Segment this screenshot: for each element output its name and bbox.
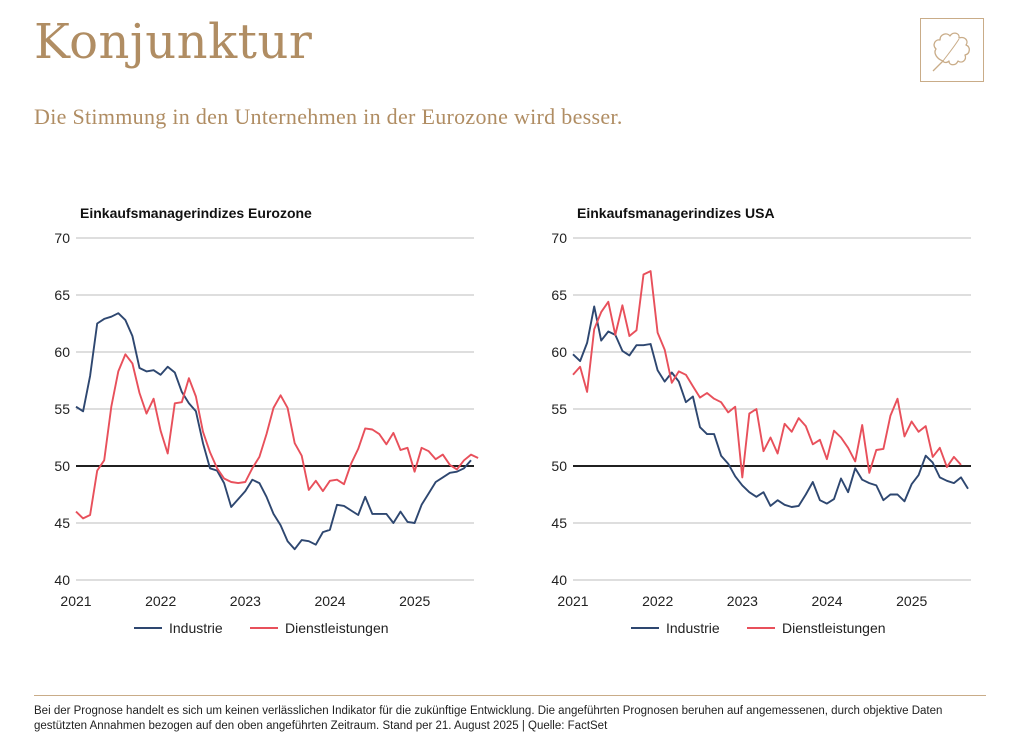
series-line-dienstleistungen: [572, 270, 962, 479]
x-tick-label: 2024: [314, 593, 345, 609]
x-tick-label: 2021: [557, 593, 588, 609]
legend-label: Dienstleistungen: [285, 620, 389, 636]
y-tick-label: 60: [551, 344, 567, 360]
legend-label: Industrie: [666, 620, 720, 636]
y-tick-label: 65: [54, 287, 70, 303]
x-tick-label: 2023: [230, 593, 261, 609]
y-tick-label: 45: [54, 515, 70, 531]
chart-eurozone: Einkaufsmanagerindizes Eurozone 40 45 50 55…: [38, 196, 479, 656]
chart-usa-svg: Einkaufsmanagerindizes USA 40 45 50 55 60 65 7…: [551, 205, 971, 636]
x-tick-label: 2023: [727, 593, 758, 609]
y-tick-label: 50: [54, 458, 70, 474]
x-tick-label: 2025: [896, 593, 927, 609]
chart-eurozone-svg: Einkaufsmanagerindizes Eurozone 40 45 50 55…: [54, 205, 479, 636]
legend-label: Dienstleistungen: [782, 620, 886, 636]
oak-leaf-icon: [920, 18, 984, 82]
y-tick-label: 70: [551, 230, 567, 246]
y-tick-label: 55: [54, 401, 70, 417]
footer-disclaimer: Bei der Prognose handelt es sich um kein…: [34, 705, 943, 732]
y-tick-label: 55: [551, 401, 567, 417]
series-line-industrie: [75, 312, 472, 551]
x-tick-label: 2021: [60, 593, 91, 609]
legend-label: Industrie: [169, 620, 223, 636]
y-tick-label: 40: [54, 572, 70, 588]
footer-divider: [34, 695, 986, 696]
series-line-industrie: [572, 305, 969, 508]
x-tick-label: 2022: [145, 593, 176, 609]
y-tick-label: 65: [551, 287, 567, 303]
y-tick-label: 60: [54, 344, 70, 360]
y-tick-label: 45: [551, 515, 567, 531]
y-tick-label: 50: [551, 458, 567, 474]
chart-title: Einkaufsmanagerindizes USA: [577, 205, 775, 221]
y-tick-label: 70: [54, 230, 70, 246]
chart-title: Einkaufsmanagerindizes Eurozone: [80, 205, 312, 221]
page-title: Konjunktur: [34, 14, 313, 70]
x-tick-label: 2024: [811, 593, 842, 609]
page-subtitle: Die Stimmung in den Unternehmen in der E…: [34, 104, 623, 129]
chart-usa: Einkaufsmanagerindizes USA 40 45 50 55 60 65 7…: [535, 196, 975, 656]
x-tick-label: 2022: [642, 593, 673, 609]
y-tick-label: 40: [551, 572, 567, 588]
x-tick-label: 2025: [399, 593, 430, 609]
series-line-dienstleistungen: [75, 353, 479, 520]
